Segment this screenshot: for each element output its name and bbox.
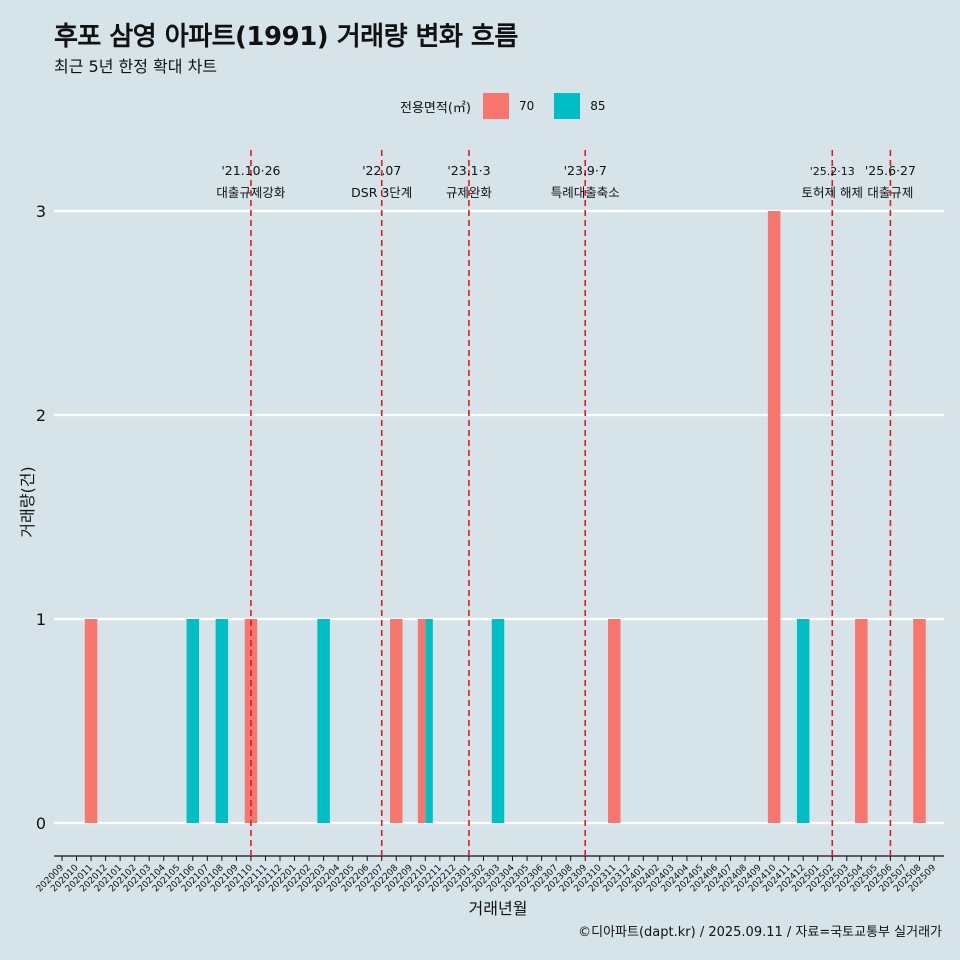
event-date-label: '23.1·3: [447, 163, 490, 178]
bar-70-202210: [417, 619, 426, 823]
bar-70-202311: [608, 619, 621, 823]
bar-85-202412: [796, 619, 810, 823]
y-tick-label: 1: [36, 610, 46, 629]
bar-85-202303: [491, 619, 505, 823]
event-date-label: '25.2·13: [810, 165, 855, 178]
y-tick-label: 2: [36, 406, 46, 425]
event-date-label: '21.10·26: [221, 163, 280, 178]
chart-subtitle: 최근 5년 한정 확대 차트: [54, 57, 218, 76]
legend-label-70: 70: [518, 99, 535, 113]
y-axis-title: 거래량(건): [18, 466, 37, 537]
chart-title: 후포 삼영 아파트(1991) 거래량 변화 흐름: [54, 22, 518, 52]
y-tick-label: 0: [36, 814, 46, 833]
bar-70-202508: [913, 619, 926, 823]
bar-70-202208: [390, 619, 403, 823]
bar-70-202504: [855, 619, 868, 823]
bar-85-202210: [425, 619, 433, 823]
legend-swatch-70: [482, 93, 509, 119]
legend-title: 전용면적(㎡): [400, 100, 471, 116]
event-date-label: '23.9·7: [564, 163, 607, 178]
bar-85-202106: [186, 619, 200, 823]
event-name-label: 대출규제강화: [216, 185, 286, 200]
bar-85-202203: [317, 619, 330, 823]
chart-caption: ©디아파트(dapt.kr) / 2025.09.11 / 자료=국토교통부 실…: [578, 925, 942, 940]
legend: 전용면적(㎡) 70 85: [400, 93, 626, 119]
legend-label-85: 85: [590, 99, 606, 113]
event-name-label: 특례대출축소: [551, 185, 620, 200]
event-name-label: 대출규제: [867, 185, 913, 200]
y-tick-label: 3: [36, 202, 46, 221]
event-name-label: 토허제 해제: [802, 185, 863, 200]
event-date-label: '22.07: [362, 163, 401, 178]
bar-70-202410: [767, 211, 781, 823]
bar-85-202108: [215, 619, 229, 823]
event-date-label: '25.6·27: [865, 163, 916, 178]
legend-swatch-85: [554, 93, 581, 119]
event-name-label: 규제완화: [446, 185, 493, 200]
event-name-label: DSR 3단계: [351, 185, 412, 200]
x-axis-title: 거래년월: [469, 899, 528, 918]
bar-70-202011: [84, 619, 98, 823]
